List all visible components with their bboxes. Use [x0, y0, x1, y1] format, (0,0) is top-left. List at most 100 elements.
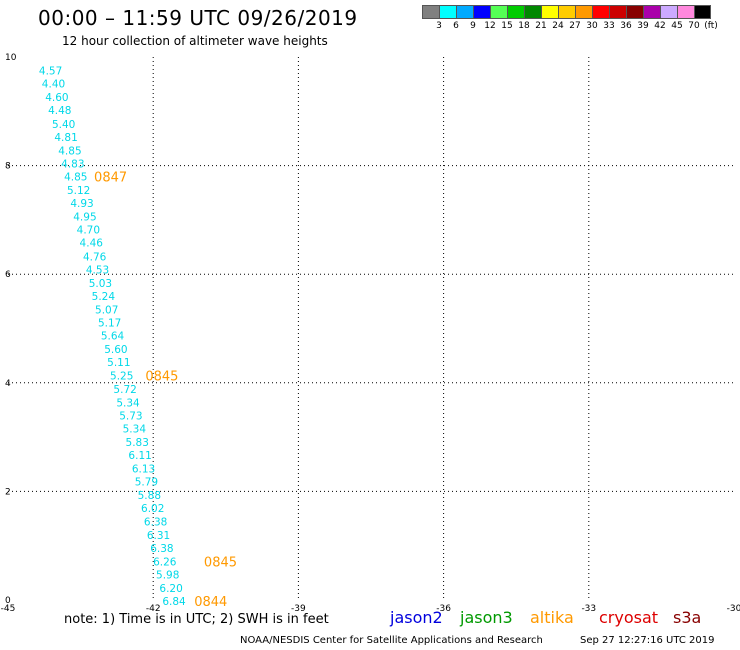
wave-height-point: 6.26 — [153, 556, 177, 568]
wave-height-point: 6.11 — [128, 450, 151, 462]
wave-height-point: 4.83 — [61, 158, 84, 170]
color-swatch — [439, 5, 456, 19]
color-swatch — [677, 5, 694, 19]
wave-height-point: 5.34 — [123, 423, 147, 435]
wave-height-point: 5.79 — [135, 477, 158, 489]
footer-note: note: 1) Time is in UTC; 2) SWH is in fe… — [64, 612, 329, 627]
x-tick-label: -33 — [581, 604, 596, 614]
color-legend-label: 33 — [603, 21, 615, 31]
x-tick-label: -30 — [727, 604, 740, 614]
color-legend-label: 42 — [654, 21, 666, 31]
color-legend-label: 3 — [436, 21, 442, 31]
chart-subtitle: 12 hour collection of altimeter wave hei… — [62, 34, 328, 48]
x-tick-label: -36 — [436, 604, 451, 614]
color-swatch — [609, 5, 626, 19]
wave-height-point: 5.60 — [104, 344, 127, 356]
color-swatch — [422, 5, 439, 19]
wave-height-point: 4.48 — [48, 105, 71, 117]
color-swatch — [507, 5, 524, 19]
wave-height-point: 4.85 — [58, 145, 81, 157]
wave-height-point: 5.25 — [110, 371, 133, 383]
wave-height-point: 6.38 — [150, 543, 173, 555]
satellite-altika: altika — [530, 608, 574, 627]
color-swatch — [473, 5, 490, 19]
wave-height-point: 6.02 — [141, 503, 164, 515]
wave-height-point: 4.81 — [54, 132, 77, 144]
color-swatch — [456, 5, 473, 19]
color-legend-label: 6 — [453, 21, 459, 31]
wave-height-point: 5.88 — [138, 490, 161, 502]
wave-height-point: 4.95 — [73, 212, 96, 224]
x-tick-label: -42 — [146, 604, 161, 614]
satellite-jason3: jason3 — [460, 608, 513, 627]
wave-height-point: 5.64 — [101, 331, 125, 343]
color-legend-label: 30 — [586, 21, 598, 31]
wave-height-point: 4.60 — [45, 92, 68, 104]
color-legend-label: 12 — [484, 21, 496, 31]
x-tick-label: -39 — [291, 604, 306, 614]
wave-height-point: 5.17 — [98, 318, 121, 330]
color-legend-label: 39 — [637, 21, 649, 31]
pass-time-label: 0845 — [145, 370, 178, 385]
wave-height-point: 4.53 — [86, 264, 109, 276]
wave-height-point: 5.12 — [67, 185, 90, 197]
color-legend-label: (ft) — [704, 21, 718, 31]
wave-height-point: 5.83 — [126, 437, 149, 449]
wave-height-point: 4.93 — [70, 198, 93, 210]
y-tick-label: 10 — [5, 53, 17, 63]
color-legend-label: 27 — [569, 21, 581, 31]
y-tick-label: 2 — [5, 487, 11, 497]
color-legend-label: 18 — [518, 21, 530, 31]
wave-height-point: 5.07 — [95, 304, 118, 316]
color-swatch — [592, 5, 609, 19]
color-swatch — [694, 5, 711, 19]
wave-height-point: 6.20 — [159, 583, 182, 595]
wave-height-point: 5.11 — [107, 357, 130, 369]
color-legend-label: 70 — [688, 21, 700, 31]
y-tick-label: 4 — [5, 379, 11, 389]
wave-height-point: 6.84 — [162, 596, 186, 608]
color-swatch — [524, 5, 541, 19]
wave-height-point: 5.40 — [52, 119, 75, 131]
color-legend-label: 24 — [552, 21, 564, 31]
wave-height-point: 5.34 — [116, 397, 140, 409]
color-legend-label: 15 — [501, 21, 513, 31]
wave-height-point: 5.98 — [156, 569, 179, 581]
wave-height-point: 5.24 — [92, 291, 116, 303]
wave-height-point: 5.73 — [119, 410, 142, 422]
y-tick-label: 8 — [5, 162, 11, 172]
wave-height-point: 4.57 — [39, 66, 62, 78]
wave-height-point: 4.46 — [80, 238, 104, 250]
wave-height-point: 4.40 — [42, 79, 65, 91]
color-swatch — [558, 5, 575, 19]
y-tick-label: 0 — [5, 596, 11, 606]
color-swatch — [643, 5, 660, 19]
color-legend-label: 45 — [671, 21, 683, 31]
credit-line: NOAA/NESDIS Center for Satellite Applica… — [240, 635, 543, 646]
pass-time-label: 0844 — [194, 595, 227, 610]
satellite-jason2: jason2 — [390, 608, 443, 627]
color-legend-label: 36 — [620, 21, 632, 31]
chart-title: 00:00 – 11:59 UTC 09/26/2019 — [38, 6, 358, 30]
color-swatch — [626, 5, 643, 19]
color-legend — [422, 5, 711, 19]
pass-time-label: 0847 — [94, 170, 127, 185]
wave-height-point: 4.76 — [83, 251, 107, 263]
wave-height-point: 4.70 — [77, 225, 100, 237]
wave-height-point: 5.03 — [89, 278, 112, 290]
color-swatch — [575, 5, 592, 19]
color-swatch — [490, 5, 507, 19]
y-tick-label: 6 — [5, 270, 11, 280]
wave-height-point: 6.31 — [147, 530, 170, 542]
x-tick-label: -45 — [1, 604, 16, 614]
pass-time-label: 0845 — [204, 555, 237, 570]
wave-height-point: 5.72 — [113, 384, 136, 396]
color-legend-label: 21 — [535, 21, 547, 31]
wave-height-point: 4.85 — [64, 171, 87, 183]
wave-height-point: 6.13 — [132, 464, 155, 476]
color-swatch — [541, 5, 558, 19]
color-legend-label: 9 — [470, 21, 476, 31]
wave-height-point: 6.38 — [144, 516, 167, 528]
satellite-s3a: s3a — [673, 608, 702, 627]
